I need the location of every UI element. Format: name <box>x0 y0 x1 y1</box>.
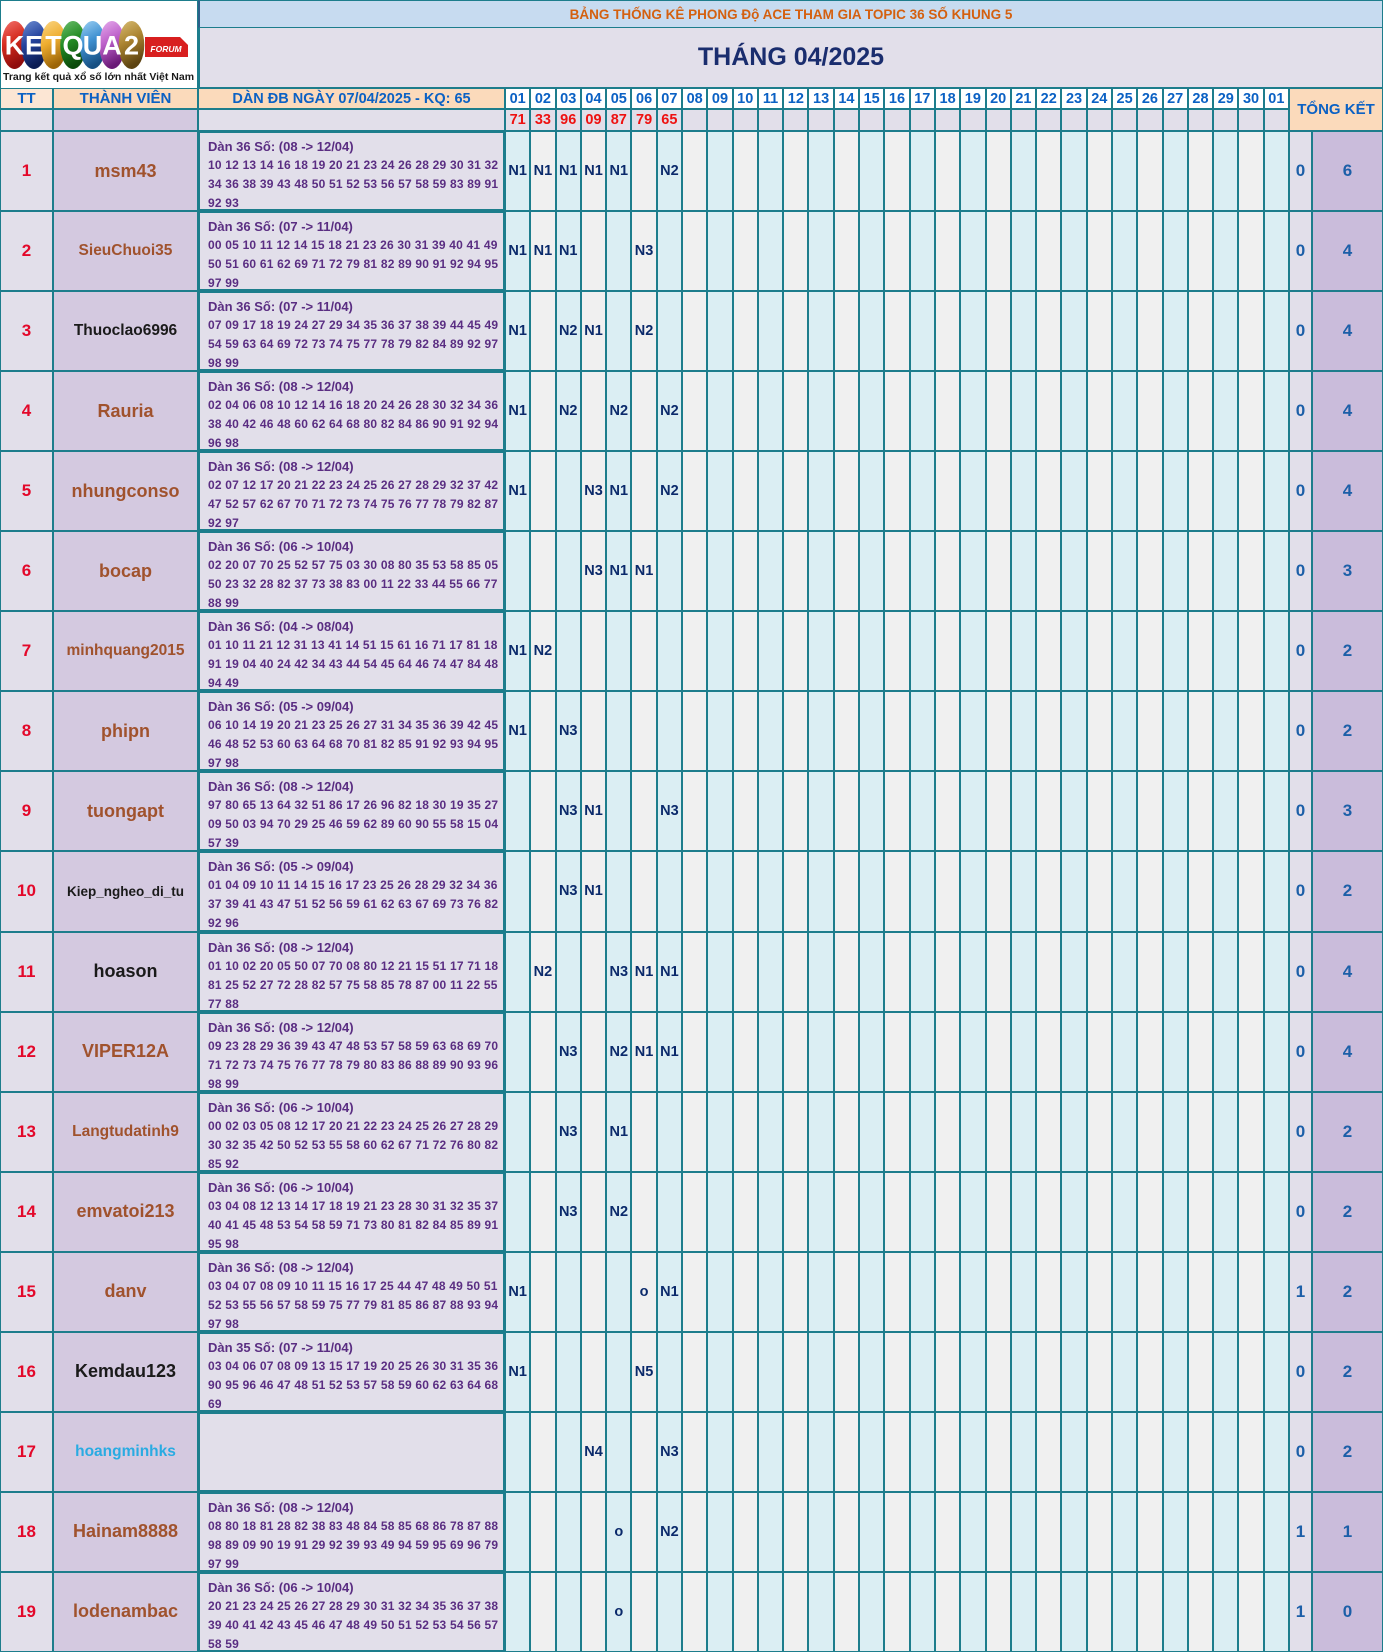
svg-text:A: A <box>102 31 122 61</box>
svg-text:T: T <box>45 31 62 61</box>
svg-text:FORUM: FORUM <box>150 44 182 54</box>
svg-text:Q: Q <box>62 31 83 61</box>
svg-text:K: K <box>5 31 25 61</box>
svg-text:E: E <box>25 31 43 61</box>
svg-text:2: 2 <box>124 31 139 61</box>
svg-text:U: U <box>83 31 103 61</box>
